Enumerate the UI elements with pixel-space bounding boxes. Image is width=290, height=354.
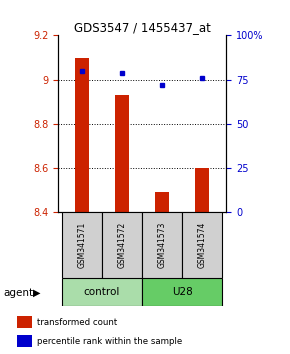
Text: control: control [84, 287, 120, 297]
Bar [75, 58, 89, 212]
Text: transformed count: transformed count [37, 318, 117, 327]
Text: percentile rank within the sample: percentile rank within the sample [37, 337, 182, 346]
Bar [17, 335, 32, 347]
Bar [142, 212, 182, 278]
Bar [142, 278, 222, 306]
Text: GSM341572: GSM341572 [117, 222, 126, 268]
Text: ▶: ▶ [33, 288, 41, 298]
Title: GDS3547 / 1455437_at: GDS3547 / 1455437_at [74, 21, 211, 34]
Text: GSM341571: GSM341571 [77, 222, 86, 268]
Bar [17, 316, 32, 328]
Bar [62, 278, 142, 306]
Text: agent: agent [3, 288, 33, 298]
Bar [102, 212, 142, 278]
Bar [195, 168, 209, 212]
Bar [182, 212, 222, 278]
Bar [115, 95, 129, 212]
Text: GSM341574: GSM341574 [198, 222, 207, 268]
Text: GSM341573: GSM341573 [158, 222, 167, 268]
Bar [62, 212, 102, 278]
Text: U28: U28 [172, 287, 193, 297]
Bar [155, 193, 169, 212]
